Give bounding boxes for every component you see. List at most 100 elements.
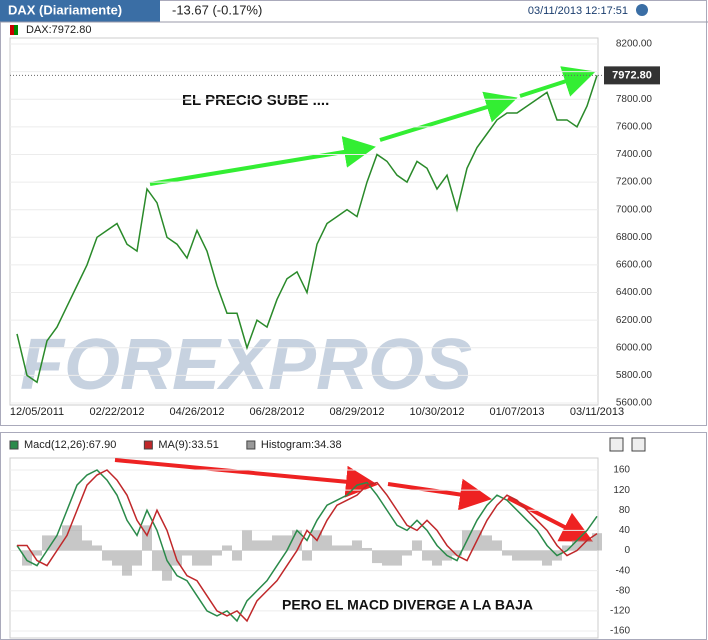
y-tick-label: -80 [616,585,631,596]
y-tick-label: 5800.00 [616,370,653,381]
header-title: DAX (Diariamente) [8,2,122,17]
histogram-bar [542,550,552,566]
y-tick-label: 7800.00 [616,94,653,105]
histogram-bar [592,533,602,551]
legend-swatch [14,25,18,35]
histogram-bar [232,550,242,561]
histogram-bar [62,525,72,551]
histogram-bar [422,550,432,561]
histogram-bar [342,545,352,551]
histogram-bar [272,535,282,551]
series-line [16,469,598,623]
histogram-bar [192,550,202,566]
y-tick-label: 7400.00 [616,149,653,160]
y-tick-label: 120 [613,485,630,496]
x-tick-label: 03/11/2013 [570,406,624,418]
y-tick-label: -40 [616,565,631,576]
y-tick-label: 40 [619,525,631,536]
x-tick-label: 04/26/2012 [169,406,224,418]
legend-swatch [10,25,14,35]
histogram-bar [582,540,592,551]
y-tick-label: 7000.00 [616,204,653,215]
annotation: PERO EL MACD DIVERGE A LA BAJA [282,597,533,613]
histogram-bar [82,540,92,551]
x-tick-label: 12/05/2011 [10,406,64,418]
histogram-bar [242,530,252,551]
last-price-box [604,66,660,85]
histogram-bar [522,550,532,561]
histogram-bar [262,540,272,551]
last-price-label: 7972.80 [612,69,652,81]
y-tick-label: 80 [619,505,631,516]
x-tick-label: 08/29/2012 [329,406,384,418]
x-tick-label: 10/30/2012 [409,406,464,418]
y-tick-label: 160 [613,465,630,476]
plot-frame [9,37,599,406]
histogram-bar [372,550,382,564]
histogram-bar [102,550,112,561]
histogram-bar [72,525,82,551]
histogram-bar [222,545,232,551]
y-tick-label: 5600.00 [616,398,653,409]
histogram-bar [32,550,42,556]
y-tick-label: 8200.00 [616,39,653,50]
histogram-bar [122,550,132,576]
y-tick-label: 6600.00 [616,260,653,271]
histogram-bar [402,550,412,556]
histogram-bar [382,550,392,566]
histogram-bar [292,530,302,551]
histogram-bar [212,550,222,556]
histogram-bar [322,535,332,551]
histogram-bar [512,550,522,561]
x-tick-label: 02/22/2012 [89,406,144,418]
legend-text: DAX:7972.80 [26,24,91,36]
histogram-bar [432,550,442,566]
histogram-bar [332,545,342,551]
legend-swatch [9,440,19,450]
y-tick-label: 6400.00 [616,287,653,298]
legend-swatch [246,440,256,450]
histogram-bar [362,547,372,551]
histogram-bar [302,550,312,561]
y-tick-label: 6000.00 [616,342,653,353]
histogram-bar [502,550,512,556]
header-tab [0,0,160,22]
histogram-bar [412,540,422,551]
y-tick-label: 6800.00 [616,232,653,243]
histogram-bar [162,550,172,581]
y-tick-label: 0 [624,545,630,556]
legend-text: Histogram:34.38 [261,439,342,451]
y-tick-label: -160 [610,626,630,637]
x-tick-label: 01/07/2013 [489,406,544,418]
x-tick-label: 06/28/2012 [249,406,304,418]
close-button[interactable] [631,437,646,452]
histogram-bar [562,545,572,551]
minimize-button[interactable] [609,437,624,452]
histogram-bar [392,550,402,566]
y-tick-label: 7600.00 [616,121,653,132]
series-line [17,469,598,623]
y-tick-label: -120 [610,606,630,617]
annotation: EL PRECIO SUBE .... [182,92,329,109]
histogram-bar [282,535,292,551]
histogram-bar [132,550,142,566]
legend-swatch [143,440,153,450]
header-change: -13.67 (-0.17%) [172,2,262,17]
watermark: FOREXPROS [20,325,472,405]
histogram-bar [532,550,542,561]
legend-text: MA(9):33.51 [158,439,219,451]
histogram-bar [42,535,52,551]
histogram-bar [452,550,462,556]
histogram-bar [112,550,122,566]
y-tick-label: 6200.00 [616,315,653,326]
histogram-bar [172,550,182,566]
legend-text: Macd(12,26):67.90 [24,439,116,451]
histogram-bar [202,550,212,566]
histogram-bar [92,545,102,551]
histogram-bar [142,525,152,551]
histogram-bar [572,540,582,551]
histogram-bar [492,540,502,551]
info-icon[interactable] [636,4,648,16]
series-line [16,75,598,384]
